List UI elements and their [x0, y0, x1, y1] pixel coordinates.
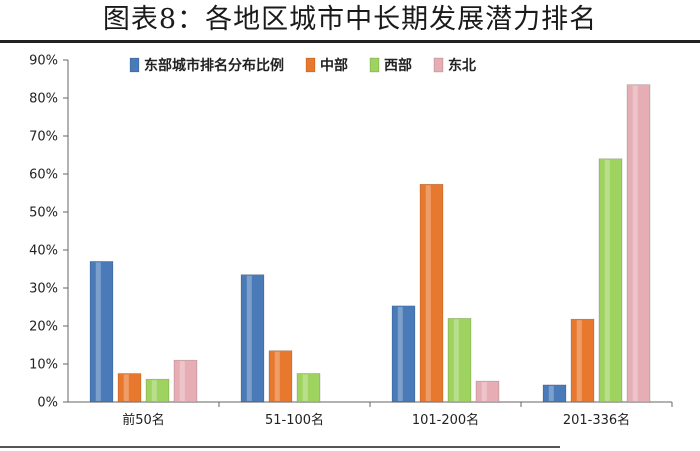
bar-highlight	[632, 85, 638, 401]
bar	[598, 158, 623, 403]
bar-highlight	[604, 159, 610, 401]
bar-highlight	[576, 320, 582, 401]
bar-highlight	[481, 382, 487, 401]
bar	[570, 318, 595, 403]
legend-label: 东北	[448, 57, 476, 74]
y-tick-label: 10%	[29, 358, 58, 373]
y-tick-label: 80%	[29, 92, 58, 107]
bar-highlight	[274, 351, 280, 401]
bar-highlight	[246, 275, 252, 401]
y-tick-label: 20%	[29, 320, 58, 335]
legend-swatch	[433, 57, 444, 73]
legend-label: 东部城市排名分布比例	[144, 57, 284, 74]
bar-highlight	[302, 374, 308, 401]
bar	[626, 84, 651, 403]
bar	[173, 359, 198, 403]
bar	[296, 373, 321, 403]
bar	[240, 274, 265, 403]
axes: 0% 10% 20% 30% 40% 50% 60% 70% 80% 90% 前50名 51-100名…	[29, 54, 673, 428]
legend-swatch	[129, 57, 140, 73]
x-tick-label: 51-100名	[265, 412, 324, 428]
x-tick-label: 101-200名	[412, 412, 479, 428]
y-tick-label: 70%	[29, 130, 58, 145]
bar-highlight	[151, 380, 157, 401]
bar	[268, 350, 293, 403]
bar	[419, 183, 444, 403]
bar-highlight	[548, 385, 554, 401]
x-tick-label: 前50名	[122, 412, 165, 428]
bar	[447, 318, 472, 403]
chart-title: 图表8：各地区城市中长期发展潜力排名	[102, 4, 598, 35]
bar-highlight	[95, 262, 101, 401]
y-tick-label: 40%	[29, 244, 58, 259]
x-tick-label: 201-336名	[563, 412, 630, 428]
legend-label: 西部	[384, 57, 412, 74]
bar-highlight	[123, 374, 129, 401]
y-tick-label: 90%	[29, 54, 58, 69]
legend-label: 中部	[320, 57, 348, 74]
y-tick-label: 0%	[37, 396, 58, 411]
bar	[391, 305, 416, 403]
bar-chart: 0% 10% 20% 30% 40% 50% 60% 70% 80% 90% 前50名 51-100名…	[29, 54, 673, 428]
bars	[89, 84, 651, 403]
title-rule	[0, 40, 700, 43]
legend-swatch	[305, 57, 316, 73]
bar-highlight	[425, 185, 431, 401]
legend-swatch	[369, 57, 380, 73]
bar	[475, 380, 500, 403]
y-tick-label: 60%	[29, 168, 58, 183]
y-tick-label: 50%	[29, 206, 58, 221]
bar	[145, 378, 170, 403]
bar	[117, 373, 142, 403]
y-tick-label: 30%	[29, 282, 58, 297]
bar-highlight	[397, 306, 403, 401]
bar	[89, 261, 114, 403]
bar-highlight	[453, 319, 459, 401]
bottom-rule	[0, 446, 560, 448]
legend: 东部城市排名分布比例 中部 西部 东北	[129, 57, 476, 74]
bar	[542, 384, 567, 403]
bar-highlight	[179, 361, 185, 401]
